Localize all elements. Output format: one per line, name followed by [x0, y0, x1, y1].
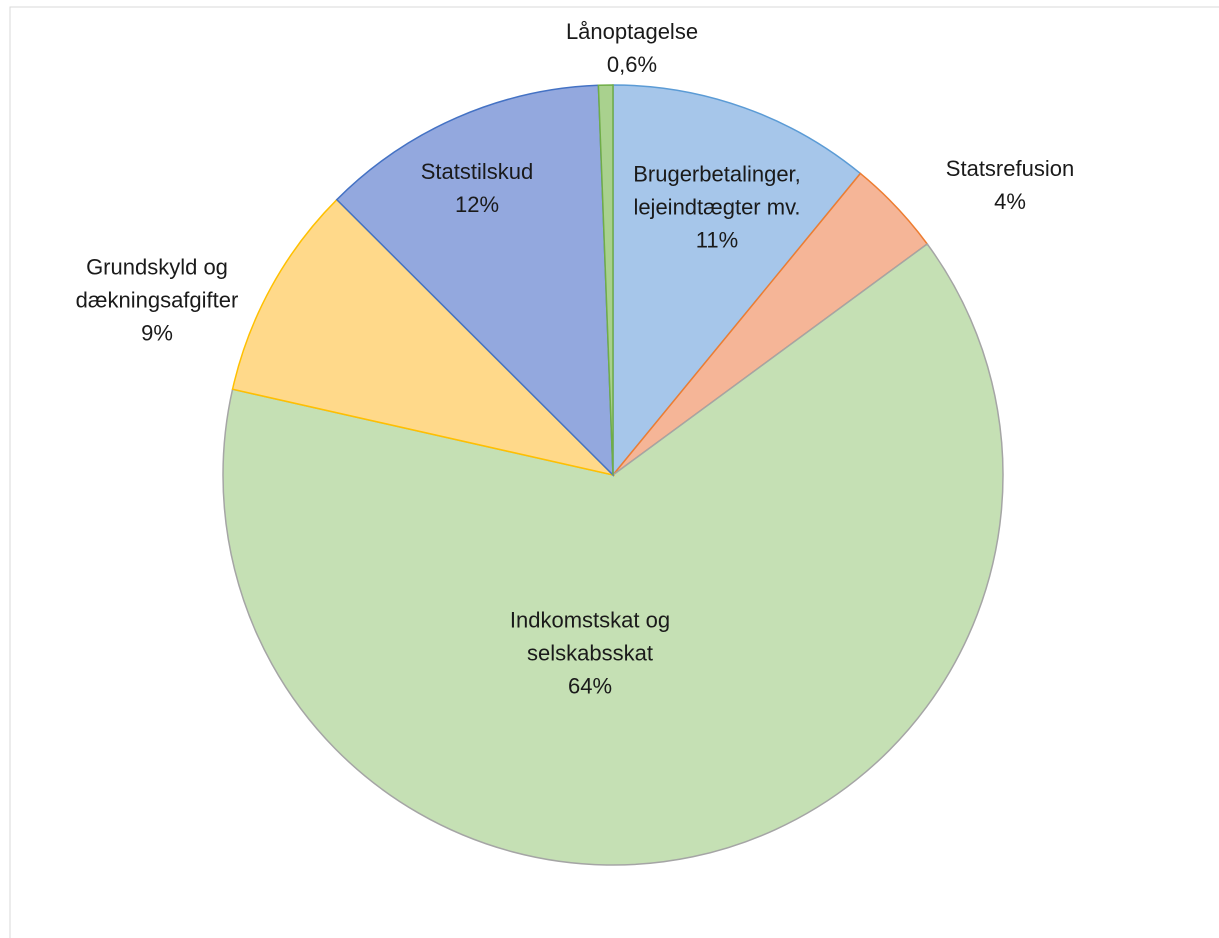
pie-slice	[222, 242, 1004, 866]
category-name: Indkomstskat og selskabsskat	[509, 607, 671, 666]
category-name: Brugerbetalinger, lejeindtægter mv.	[633, 161, 801, 220]
pie-slice	[597, 84, 614, 476]
category-name: Grundskyld og dækningsafgifter	[75, 254, 239, 313]
value-label: 4%	[994, 189, 1026, 214]
pie-slice	[612, 84, 862, 478]
value-label: 64%	[567, 673, 613, 699]
value-label: 0,6%	[606, 52, 658, 77]
slice-label: Lånoptagelse 0,6%	[566, 15, 698, 81]
slice-label: Indkomstskat og selskabsskat 64%	[510, 604, 670, 703]
slice-label: Statsrefusion 4%	[946, 152, 1074, 218]
value-label: 9%	[141, 320, 173, 346]
slice-label: Statstilskud 12%	[421, 155, 534, 221]
slice-label: Grundskyld og dækningsafgifter 9%	[76, 251, 239, 350]
value-label: 11%	[695, 227, 739, 253]
pie-slice	[231, 198, 616, 477]
category-name: Lånoptagelse	[565, 19, 699, 44]
value-label: 12%	[454, 192, 500, 217]
pie-slice	[335, 84, 614, 477]
category-name: Statstilskud	[420, 159, 534, 184]
slice-label: Brugerbetalinger, lejeindtægter mv. 11%	[633, 158, 801, 257]
category-name: Statsrefusion	[945, 156, 1075, 181]
